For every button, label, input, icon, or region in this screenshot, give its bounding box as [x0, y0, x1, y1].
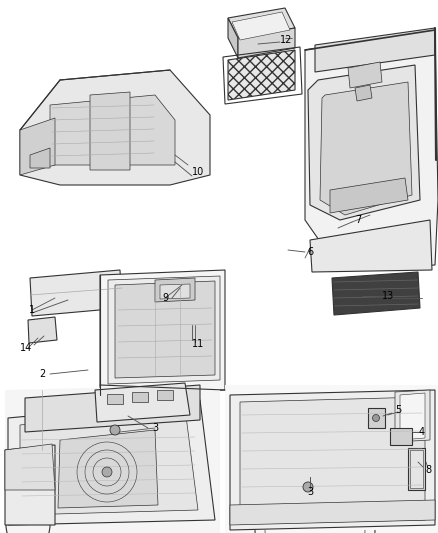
- Polygon shape: [320, 82, 412, 215]
- Polygon shape: [58, 430, 158, 508]
- Polygon shape: [8, 400, 215, 525]
- Polygon shape: [20, 118, 55, 175]
- Polygon shape: [305, 30, 438, 270]
- Polygon shape: [310, 220, 432, 272]
- Polygon shape: [408, 448, 425, 490]
- Text: 12: 12: [280, 35, 292, 45]
- Polygon shape: [20, 408, 198, 515]
- Polygon shape: [228, 50, 295, 100]
- Polygon shape: [100, 270, 225, 395]
- Polygon shape: [160, 284, 190, 299]
- Polygon shape: [230, 390, 435, 530]
- Polygon shape: [355, 85, 372, 101]
- Polygon shape: [228, 8, 295, 38]
- Polygon shape: [5, 444, 55, 490]
- Polygon shape: [315, 28, 435, 72]
- Text: 4: 4: [419, 427, 425, 437]
- Text: 10: 10: [192, 167, 204, 177]
- Text: 3: 3: [152, 423, 158, 433]
- Polygon shape: [50, 95, 175, 165]
- Polygon shape: [28, 317, 57, 343]
- Circle shape: [372, 415, 379, 422]
- Polygon shape: [20, 70, 210, 185]
- Circle shape: [303, 482, 313, 492]
- Text: 5: 5: [395, 405, 401, 415]
- Polygon shape: [225, 385, 438, 533]
- Polygon shape: [30, 148, 50, 168]
- Polygon shape: [228, 18, 238, 58]
- Text: 7: 7: [355, 215, 361, 225]
- Text: 13: 13: [382, 291, 394, 301]
- Polygon shape: [25, 385, 200, 432]
- Polygon shape: [30, 270, 122, 316]
- Polygon shape: [348, 62, 382, 88]
- Polygon shape: [5, 445, 55, 525]
- Polygon shape: [390, 428, 412, 445]
- Polygon shape: [330, 178, 408, 213]
- Polygon shape: [395, 390, 430, 442]
- Polygon shape: [115, 281, 215, 378]
- Bar: [107, 394, 123, 404]
- Polygon shape: [5, 385, 220, 533]
- Circle shape: [110, 425, 120, 435]
- Polygon shape: [230, 500, 435, 525]
- Polygon shape: [155, 278, 195, 302]
- Polygon shape: [400, 393, 425, 440]
- Polygon shape: [232, 12, 290, 40]
- Circle shape: [102, 467, 112, 477]
- Text: 2: 2: [39, 369, 45, 379]
- Polygon shape: [90, 92, 130, 170]
- Bar: [157, 390, 173, 400]
- Polygon shape: [332, 272, 420, 315]
- Polygon shape: [308, 65, 420, 220]
- Polygon shape: [108, 276, 220, 384]
- Bar: [132, 392, 148, 402]
- Text: 11: 11: [192, 339, 204, 349]
- Text: 8: 8: [425, 465, 431, 475]
- Polygon shape: [410, 450, 423, 488]
- Text: 14: 14: [20, 343, 32, 353]
- Text: 6: 6: [307, 247, 313, 257]
- Polygon shape: [240, 397, 425, 524]
- Polygon shape: [368, 408, 385, 428]
- Text: 9: 9: [162, 293, 168, 303]
- Polygon shape: [95, 383, 190, 422]
- Text: 3: 3: [307, 487, 313, 497]
- Text: 1: 1: [29, 305, 35, 315]
- Polygon shape: [238, 28, 295, 58]
